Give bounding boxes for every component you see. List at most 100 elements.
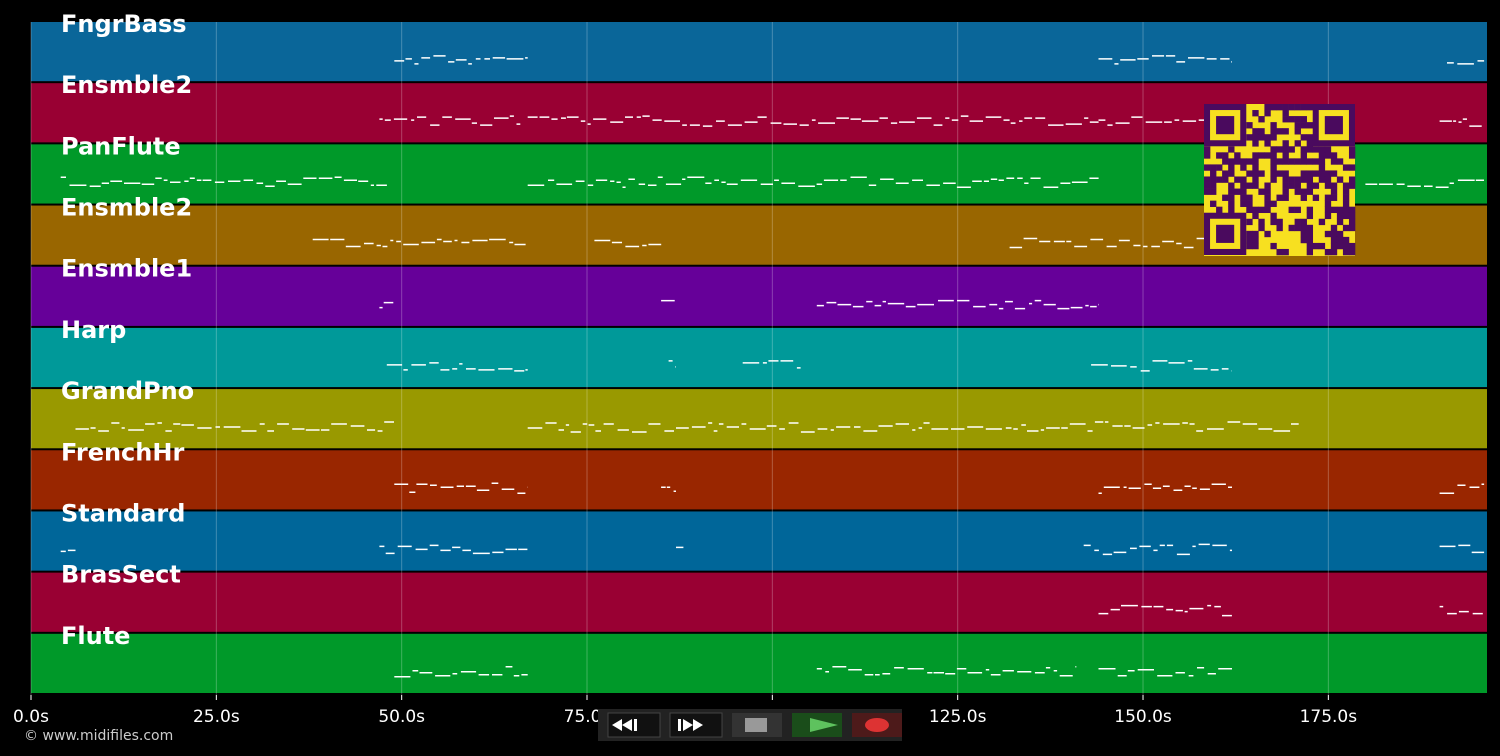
note-phrase — [394, 482, 528, 494]
note-phrase — [312, 238, 526, 248]
qr-cell — [1276, 218, 1283, 226]
qr-cell — [1348, 206, 1356, 214]
qr-cell — [1318, 242, 1326, 250]
qr-cell — [1336, 176, 1344, 183]
grid — [30, 22, 1329, 695]
qr-cell — [1252, 110, 1259, 117]
qr-cell — [1330, 224, 1338, 232]
qr-cell — [1252, 140, 1259, 147]
qr-cell — [1252, 242, 1259, 250]
qr-cell — [1300, 122, 1307, 129]
track-row — [31, 633, 1487, 693]
qr-cell — [1282, 110, 1289, 117]
qr-cell — [1264, 206, 1271, 214]
qr-cell — [1324, 176, 1332, 183]
qr-cell — [1342, 206, 1350, 214]
forward-button[interactable] — [669, 712, 723, 738]
track-label: Flute — [61, 622, 130, 650]
qr-cell — [1252, 152, 1259, 159]
qr-cell — [1258, 128, 1265, 135]
qr-cell — [1312, 182, 1320, 189]
qr-cell — [1282, 140, 1289, 147]
track-label: Ensmble2 — [61, 194, 192, 222]
qr-cell — [1306, 242, 1314, 250]
qr-cell — [1246, 242, 1253, 250]
qr-cell — [1306, 104, 1314, 111]
qr-cell — [1282, 182, 1289, 189]
qr-cell — [1318, 164, 1326, 171]
note-phrase — [757, 115, 1099, 126]
qr-cell — [1264, 194, 1271, 201]
qr-cell — [1240, 194, 1247, 201]
qr-cell — [1240, 158, 1247, 165]
qr-cell — [1252, 134, 1259, 141]
note-phrase — [386, 362, 528, 372]
note-phrase — [527, 176, 1099, 189]
qr-cell — [1276, 224, 1283, 232]
qr-cell — [1264, 182, 1271, 189]
note-phrase — [60, 549, 76, 553]
qr-cell — [1282, 188, 1289, 195]
qr-cell — [1306, 146, 1314, 153]
qr-cell — [1318, 158, 1326, 165]
note-phrase — [379, 301, 394, 309]
qr-cell — [1252, 230, 1259, 238]
qr-cell — [1312, 158, 1320, 165]
qr-cell — [1282, 146, 1289, 153]
qr-cell — [1288, 158, 1295, 165]
qr-cell — [1258, 206, 1265, 214]
qr-cell — [1246, 206, 1253, 214]
qr-cell — [1204, 188, 1211, 195]
qr-cell — [1252, 176, 1259, 183]
play-button[interactable] — [792, 713, 842, 737]
qr-cell — [1348, 218, 1356, 226]
track-label: GrandPno — [61, 377, 194, 405]
qr-cell — [1324, 170, 1332, 177]
qr-cell — [1246, 200, 1253, 207]
qr-cell — [1294, 140, 1301, 147]
qr-cell — [1240, 176, 1247, 183]
qr-cell — [1204, 164, 1211, 171]
qr-cell — [1288, 176, 1295, 183]
qr-cell — [1228, 182, 1235, 189]
qr-cell — [1228, 194, 1235, 201]
qr-cell — [1294, 218, 1301, 226]
qr-cell — [1330, 182, 1338, 189]
record-button[interactable] — [852, 713, 902, 737]
qr-cell — [1264, 230, 1271, 238]
qr-cell — [1288, 146, 1295, 153]
qr-cell — [1228, 170, 1235, 177]
qr-cell — [1234, 188, 1241, 195]
qr-cell — [1288, 104, 1295, 111]
stop-button[interactable] — [732, 713, 782, 737]
track-row — [31, 22, 1487, 82]
qr-cell — [1276, 104, 1283, 111]
track-label: Ensmble2 — [61, 71, 192, 99]
qr-cell — [1252, 158, 1259, 165]
qr-cell — [1312, 194, 1320, 201]
qr-cell — [1342, 236, 1350, 244]
note-phrase — [394, 666, 528, 678]
track-label: PanFlute — [61, 132, 181, 160]
rewind-button[interactable] — [607, 712, 661, 738]
note-phrase — [60, 176, 387, 188]
note-phrase — [1098, 483, 1232, 494]
qr-cell — [1288, 182, 1295, 189]
qr-cell — [1330, 236, 1338, 244]
note-phrase — [1098, 604, 1232, 617]
qr-cell — [1330, 194, 1338, 201]
qr-cell — [1330, 230, 1338, 238]
track-row — [31, 511, 1487, 571]
qr-cell — [1288, 224, 1295, 232]
qr-cell — [1306, 170, 1314, 177]
qr-cell — [1312, 242, 1320, 250]
qr-cell — [1330, 158, 1338, 165]
qr-cell — [1348, 164, 1356, 171]
qr-cell — [1264, 134, 1271, 141]
qr-cell — [1306, 158, 1314, 165]
qr-cell — [1252, 182, 1259, 189]
qr-cell — [1282, 104, 1289, 111]
qr-cell — [1342, 194, 1350, 201]
qr-cell — [1252, 212, 1259, 220]
qr-cell — [1294, 128, 1301, 135]
